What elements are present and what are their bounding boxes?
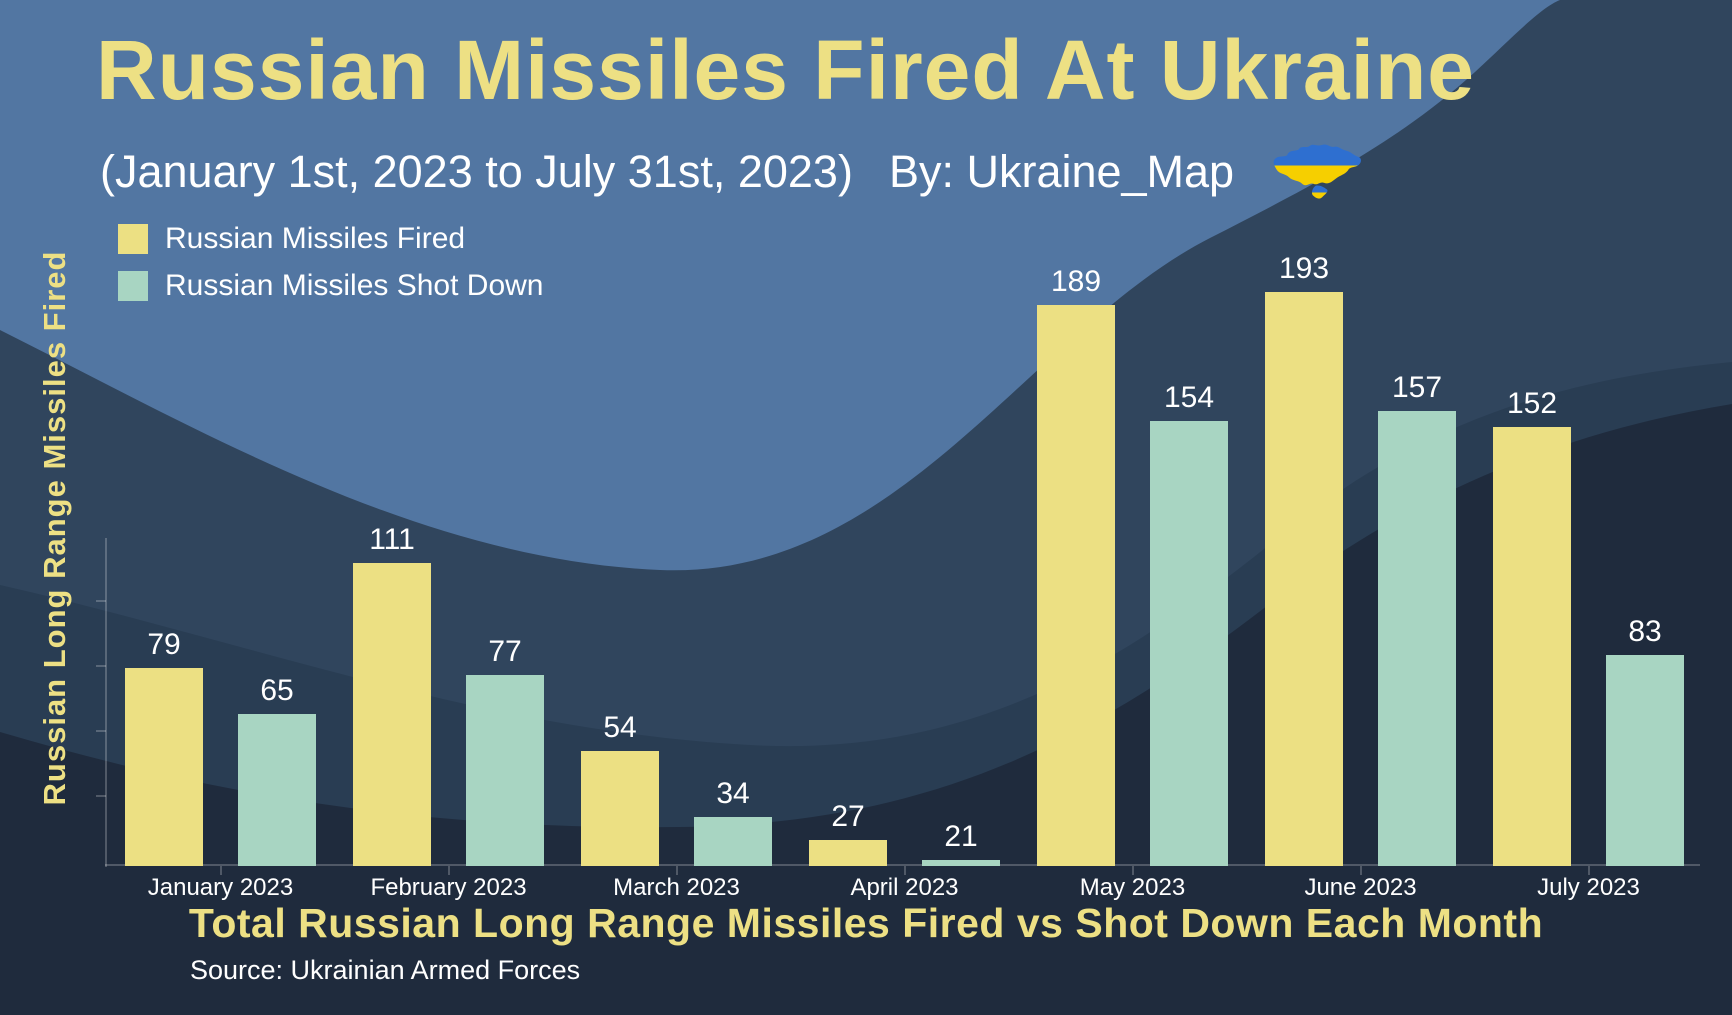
x-tick-label-july-2023: July 2023 bbox=[1537, 874, 1640, 901]
x-axis-tick bbox=[1587, 866, 1590, 875]
value-label-shotdown-june-2023: 157 bbox=[1391, 371, 1443, 404]
value-label-fired-april-2023: 27 bbox=[831, 800, 865, 833]
value-label-fired-june-2023: 193 bbox=[1278, 252, 1330, 285]
bar-fired-january-2023 bbox=[125, 668, 203, 866]
value-label-shotdown-january-2023: 65 bbox=[260, 674, 294, 707]
y-axis-tick bbox=[96, 795, 106, 797]
bar-shotdown-march-2023 bbox=[694, 817, 772, 866]
x-axis-tick bbox=[447, 866, 450, 875]
subtitle: (January 1st, 2023 to July 31st, 2023) bbox=[100, 145, 853, 197]
value-label-shotdown-march-2023: 34 bbox=[716, 777, 750, 810]
x-axis-tick bbox=[903, 866, 906, 875]
bar-shotdown-april-2023 bbox=[922, 860, 1000, 866]
y-axis-tick bbox=[96, 665, 106, 667]
x-tick-label-february-2023: February 2023 bbox=[370, 874, 527, 901]
legend-swatch-1 bbox=[118, 271, 148, 301]
ukraine-map-icon bbox=[1270, 140, 1365, 203]
legend-item-0: Russian Missiles Fired bbox=[118, 222, 543, 256]
x-tick-label-march-2023: March 2023 bbox=[613, 874, 740, 901]
legend-label-1: Russian Missiles Shot Down bbox=[165, 269, 544, 302]
value-label-fired-may-2023: 189 bbox=[1050, 265, 1102, 298]
value-label-shotdown-may-2023: 154 bbox=[1163, 381, 1215, 414]
bar-shotdown-june-2023 bbox=[1378, 411, 1456, 866]
value-label-fired-january-2023: 79 bbox=[147, 628, 181, 661]
legend-item-1: Russian Missiles Shot Down bbox=[118, 269, 543, 303]
value-label-fired-february-2023: 111 bbox=[369, 523, 415, 556]
legend-label-0: Russian Missiles Fired bbox=[165, 222, 466, 255]
bar-fired-february-2023 bbox=[353, 563, 431, 866]
y-axis-tick bbox=[96, 600, 106, 602]
legend: Russian Missiles Fired Russian Missiles S… bbox=[118, 222, 543, 303]
x-tick-label-may-2023: May 2023 bbox=[1079, 874, 1186, 901]
subtitle-row: (January 1st, 2023 to July 31st, 2023) B… bbox=[100, 140, 1365, 203]
byline: By: Ukraine_Map bbox=[888, 145, 1235, 197]
page-title: Russian Missiles Fired At Ukraine bbox=[96, 23, 1476, 117]
legend-swatch-0 bbox=[118, 224, 148, 254]
x-axis-tick bbox=[1131, 866, 1134, 875]
bar-shotdown-february-2023 bbox=[466, 675, 544, 866]
bar-fired-april-2023 bbox=[809, 840, 887, 866]
x-axis-line bbox=[105, 864, 1700, 866]
source-note: Source: Ukrainian Armed Forces bbox=[190, 955, 581, 985]
x-tick-label-january-2023: January 2023 bbox=[147, 874, 294, 901]
bar-fired-march-2023 bbox=[581, 751, 659, 866]
value-label-fired-march-2023: 54 bbox=[603, 711, 637, 744]
bar-shotdown-may-2023 bbox=[1150, 421, 1228, 866]
y-axis-line bbox=[105, 538, 107, 867]
bar-fired-june-2023 bbox=[1265, 292, 1343, 866]
y-axis-title: Russian Long Range Missiles Fired bbox=[37, 250, 72, 806]
x-axis-tick bbox=[219, 866, 222, 875]
x-tick-label-april-2023: April 2023 bbox=[850, 874, 959, 901]
bar-fired-july-2023 bbox=[1493, 427, 1571, 866]
value-label-fired-july-2023: 152 bbox=[1506, 387, 1558, 420]
chart-bottom-title: Total Russian Long Range Missiles Fired … bbox=[188, 900, 1544, 946]
y-axis-tick bbox=[96, 730, 106, 732]
x-tick-label-june-2023: June 2023 bbox=[1304, 874, 1417, 901]
x-axis-tick bbox=[675, 866, 678, 875]
x-axis-tick bbox=[1359, 866, 1362, 875]
bar-shotdown-january-2023 bbox=[238, 714, 316, 866]
bar-shotdown-july-2023 bbox=[1606, 655, 1684, 866]
bar-fired-may-2023 bbox=[1037, 305, 1115, 866]
value-label-shotdown-april-2023: 21 bbox=[944, 820, 978, 853]
value-label-shotdown-july-2023: 83 bbox=[1628, 615, 1662, 648]
value-label-shotdown-february-2023: 77 bbox=[488, 635, 522, 668]
